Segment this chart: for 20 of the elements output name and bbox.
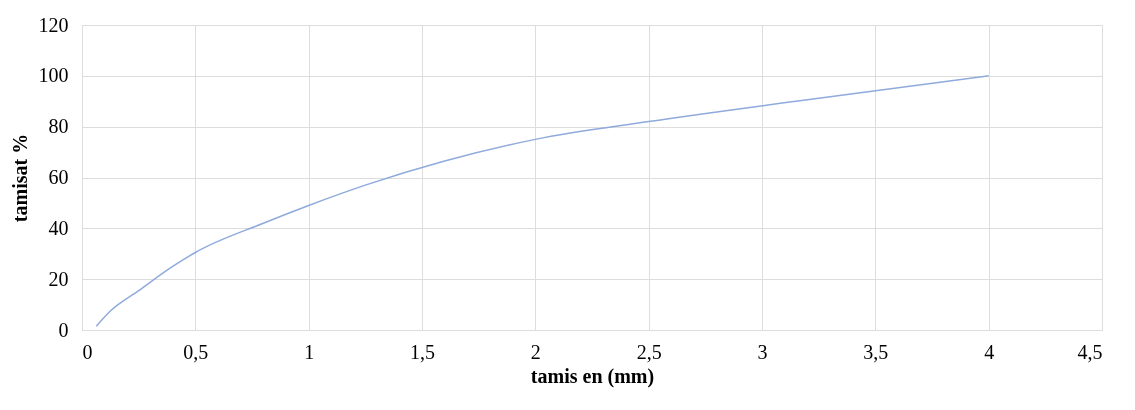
- y-tick-label: 20: [48, 267, 69, 290]
- x-tick-label: 2: [530, 340, 541, 363]
- x-tick-label: 3: [757, 340, 768, 363]
- y-tick-label: 0: [58, 318, 69, 341]
- y-tick-label: 100: [38, 64, 69, 87]
- x-tick-label: 0,5: [183, 340, 209, 363]
- y-axis-title: tamisat %: [8, 133, 31, 223]
- x-tick-label: 2,5: [636, 340, 662, 363]
- x-tick-label: 1,5: [410, 340, 435, 363]
- y-tick-label: 40: [48, 216, 69, 239]
- y-tick-label: 120: [38, 13, 69, 36]
- x-tick-label: 3,5: [863, 340, 889, 363]
- x-axis-title: tamis en (mm): [530, 364, 655, 388]
- x-tick-label: 4: [984, 340, 995, 363]
- x-tick-label: 0: [82, 340, 93, 363]
- x-tick-label: 4,5: [1077, 340, 1103, 363]
- x-tick-label: 1: [304, 340, 315, 363]
- y-tick-label: 80: [48, 115, 69, 138]
- y-tick-label: 60: [48, 166, 69, 188]
- line-series: [95, 75, 990, 327]
